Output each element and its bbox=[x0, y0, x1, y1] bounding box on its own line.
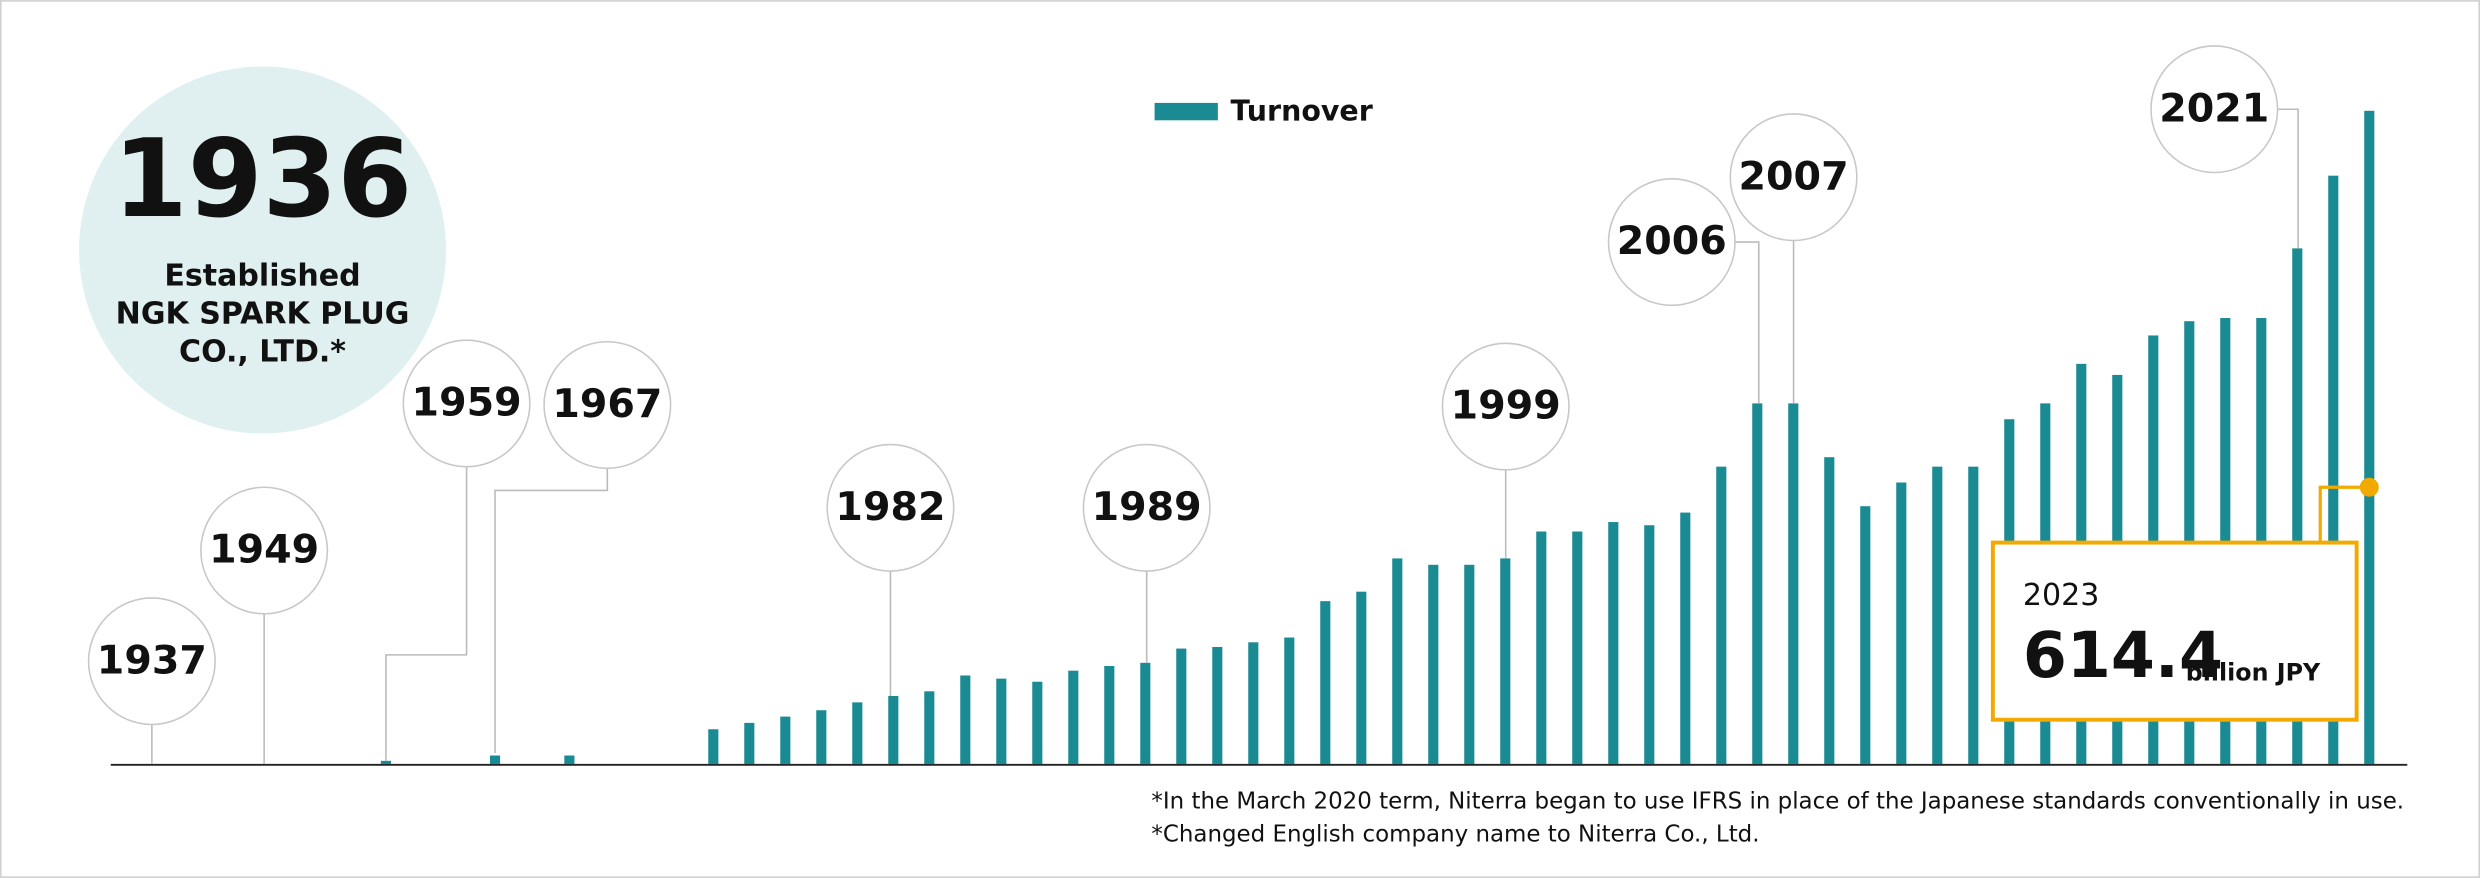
milestone-label: 2007 bbox=[1739, 153, 1849, 199]
bar bbox=[1644, 525, 1655, 765]
bar bbox=[1104, 666, 1115, 765]
bar bbox=[1428, 564, 1439, 765]
milestone-label: 1959 bbox=[412, 379, 522, 425]
bar bbox=[1176, 648, 1187, 765]
callout-box bbox=[1990, 540, 2359, 722]
leader-line bbox=[1735, 241, 1760, 404]
bar bbox=[960, 675, 971, 765]
bar bbox=[1248, 642, 1259, 765]
bar bbox=[1392, 558, 1403, 765]
legend-swatch bbox=[1154, 102, 1218, 121]
callout-dot bbox=[2359, 477, 2379, 497]
bar bbox=[1860, 506, 1871, 765]
milestone-label: 2006 bbox=[1617, 218, 1727, 264]
bar bbox=[1356, 591, 1367, 765]
bar bbox=[1212, 646, 1223, 765]
milestone-label: 2021 bbox=[2159, 85, 2269, 131]
milestone-bubble bbox=[1082, 443, 1211, 572]
founding-text: CO., LTD.* bbox=[179, 334, 346, 369]
bar bbox=[1536, 531, 1547, 765]
milestone-label: 1937 bbox=[97, 637, 207, 683]
bar bbox=[2292, 248, 2303, 765]
milestone-label: 1967 bbox=[552, 381, 662, 427]
milestone-bubble bbox=[87, 597, 216, 726]
leader-line bbox=[385, 466, 468, 761]
bar bbox=[888, 695, 899, 765]
bar bbox=[1140, 662, 1151, 765]
callout-year: 2023 bbox=[2023, 578, 2099, 613]
bar bbox=[1680, 512, 1691, 765]
bar bbox=[1968, 466, 1979, 765]
founding-text: NGK SPARK PLUG bbox=[116, 296, 410, 331]
bar bbox=[816, 710, 827, 765]
bar bbox=[564, 755, 575, 765]
bar bbox=[1464, 564, 1475, 765]
bar bbox=[1788, 403, 1799, 765]
bar bbox=[744, 722, 755, 765]
footnote: *In the March 2020 term, Niterra began t… bbox=[1151, 788, 2404, 814]
bar bbox=[380, 760, 391, 765]
bar bbox=[1896, 482, 1907, 765]
bar bbox=[1032, 681, 1043, 765]
bar bbox=[1068, 670, 1079, 765]
bar bbox=[780, 716, 791, 765]
bar bbox=[924, 691, 935, 765]
bar bbox=[2364, 110, 2375, 765]
milestone-bubble bbox=[1441, 342, 1570, 471]
leader-line bbox=[494, 468, 609, 753]
callout-connector bbox=[2318, 485, 2370, 543]
founding-text: Established bbox=[164, 258, 360, 293]
founding-year: 1936 bbox=[113, 117, 412, 242]
milestone-bubble bbox=[402, 339, 531, 468]
milestone-label: 1989 bbox=[1092, 484, 1202, 530]
milestone-bubble bbox=[826, 443, 955, 572]
bar bbox=[1500, 558, 1511, 765]
milestone-bubble bbox=[1607, 178, 1736, 307]
bar bbox=[1320, 601, 1331, 765]
milestone-label: 1999 bbox=[1451, 383, 1561, 429]
bar bbox=[1932, 466, 1943, 765]
milestone-bubble bbox=[1729, 113, 1858, 242]
callout-unit: billion JPY bbox=[2186, 658, 2321, 686]
callout-value: 614.4 bbox=[2023, 618, 2223, 692]
legend-label: Turnover bbox=[1231, 94, 1373, 127]
milestone-bubble bbox=[200, 486, 329, 615]
bar bbox=[1608, 522, 1619, 765]
bar bbox=[1284, 637, 1295, 765]
bar bbox=[1716, 466, 1727, 765]
bar bbox=[489, 755, 501, 765]
milestone-bubble bbox=[2150, 45, 2279, 174]
bar bbox=[2328, 175, 2339, 765]
bar bbox=[1572, 531, 1583, 765]
milestone-bubble bbox=[543, 340, 672, 470]
bar bbox=[1824, 457, 1835, 765]
milestone-label: 1982 bbox=[835, 484, 945, 530]
bar bbox=[852, 702, 863, 765]
bar bbox=[1752, 403, 1763, 765]
leader-line bbox=[2277, 108, 2299, 249]
footnote: *Changed English company name to Niterra… bbox=[1151, 822, 1759, 848]
bar bbox=[996, 678, 1007, 765]
bar bbox=[708, 729, 719, 765]
founding-circle bbox=[79, 66, 447, 434]
milestone-label: 1949 bbox=[209, 527, 319, 573]
